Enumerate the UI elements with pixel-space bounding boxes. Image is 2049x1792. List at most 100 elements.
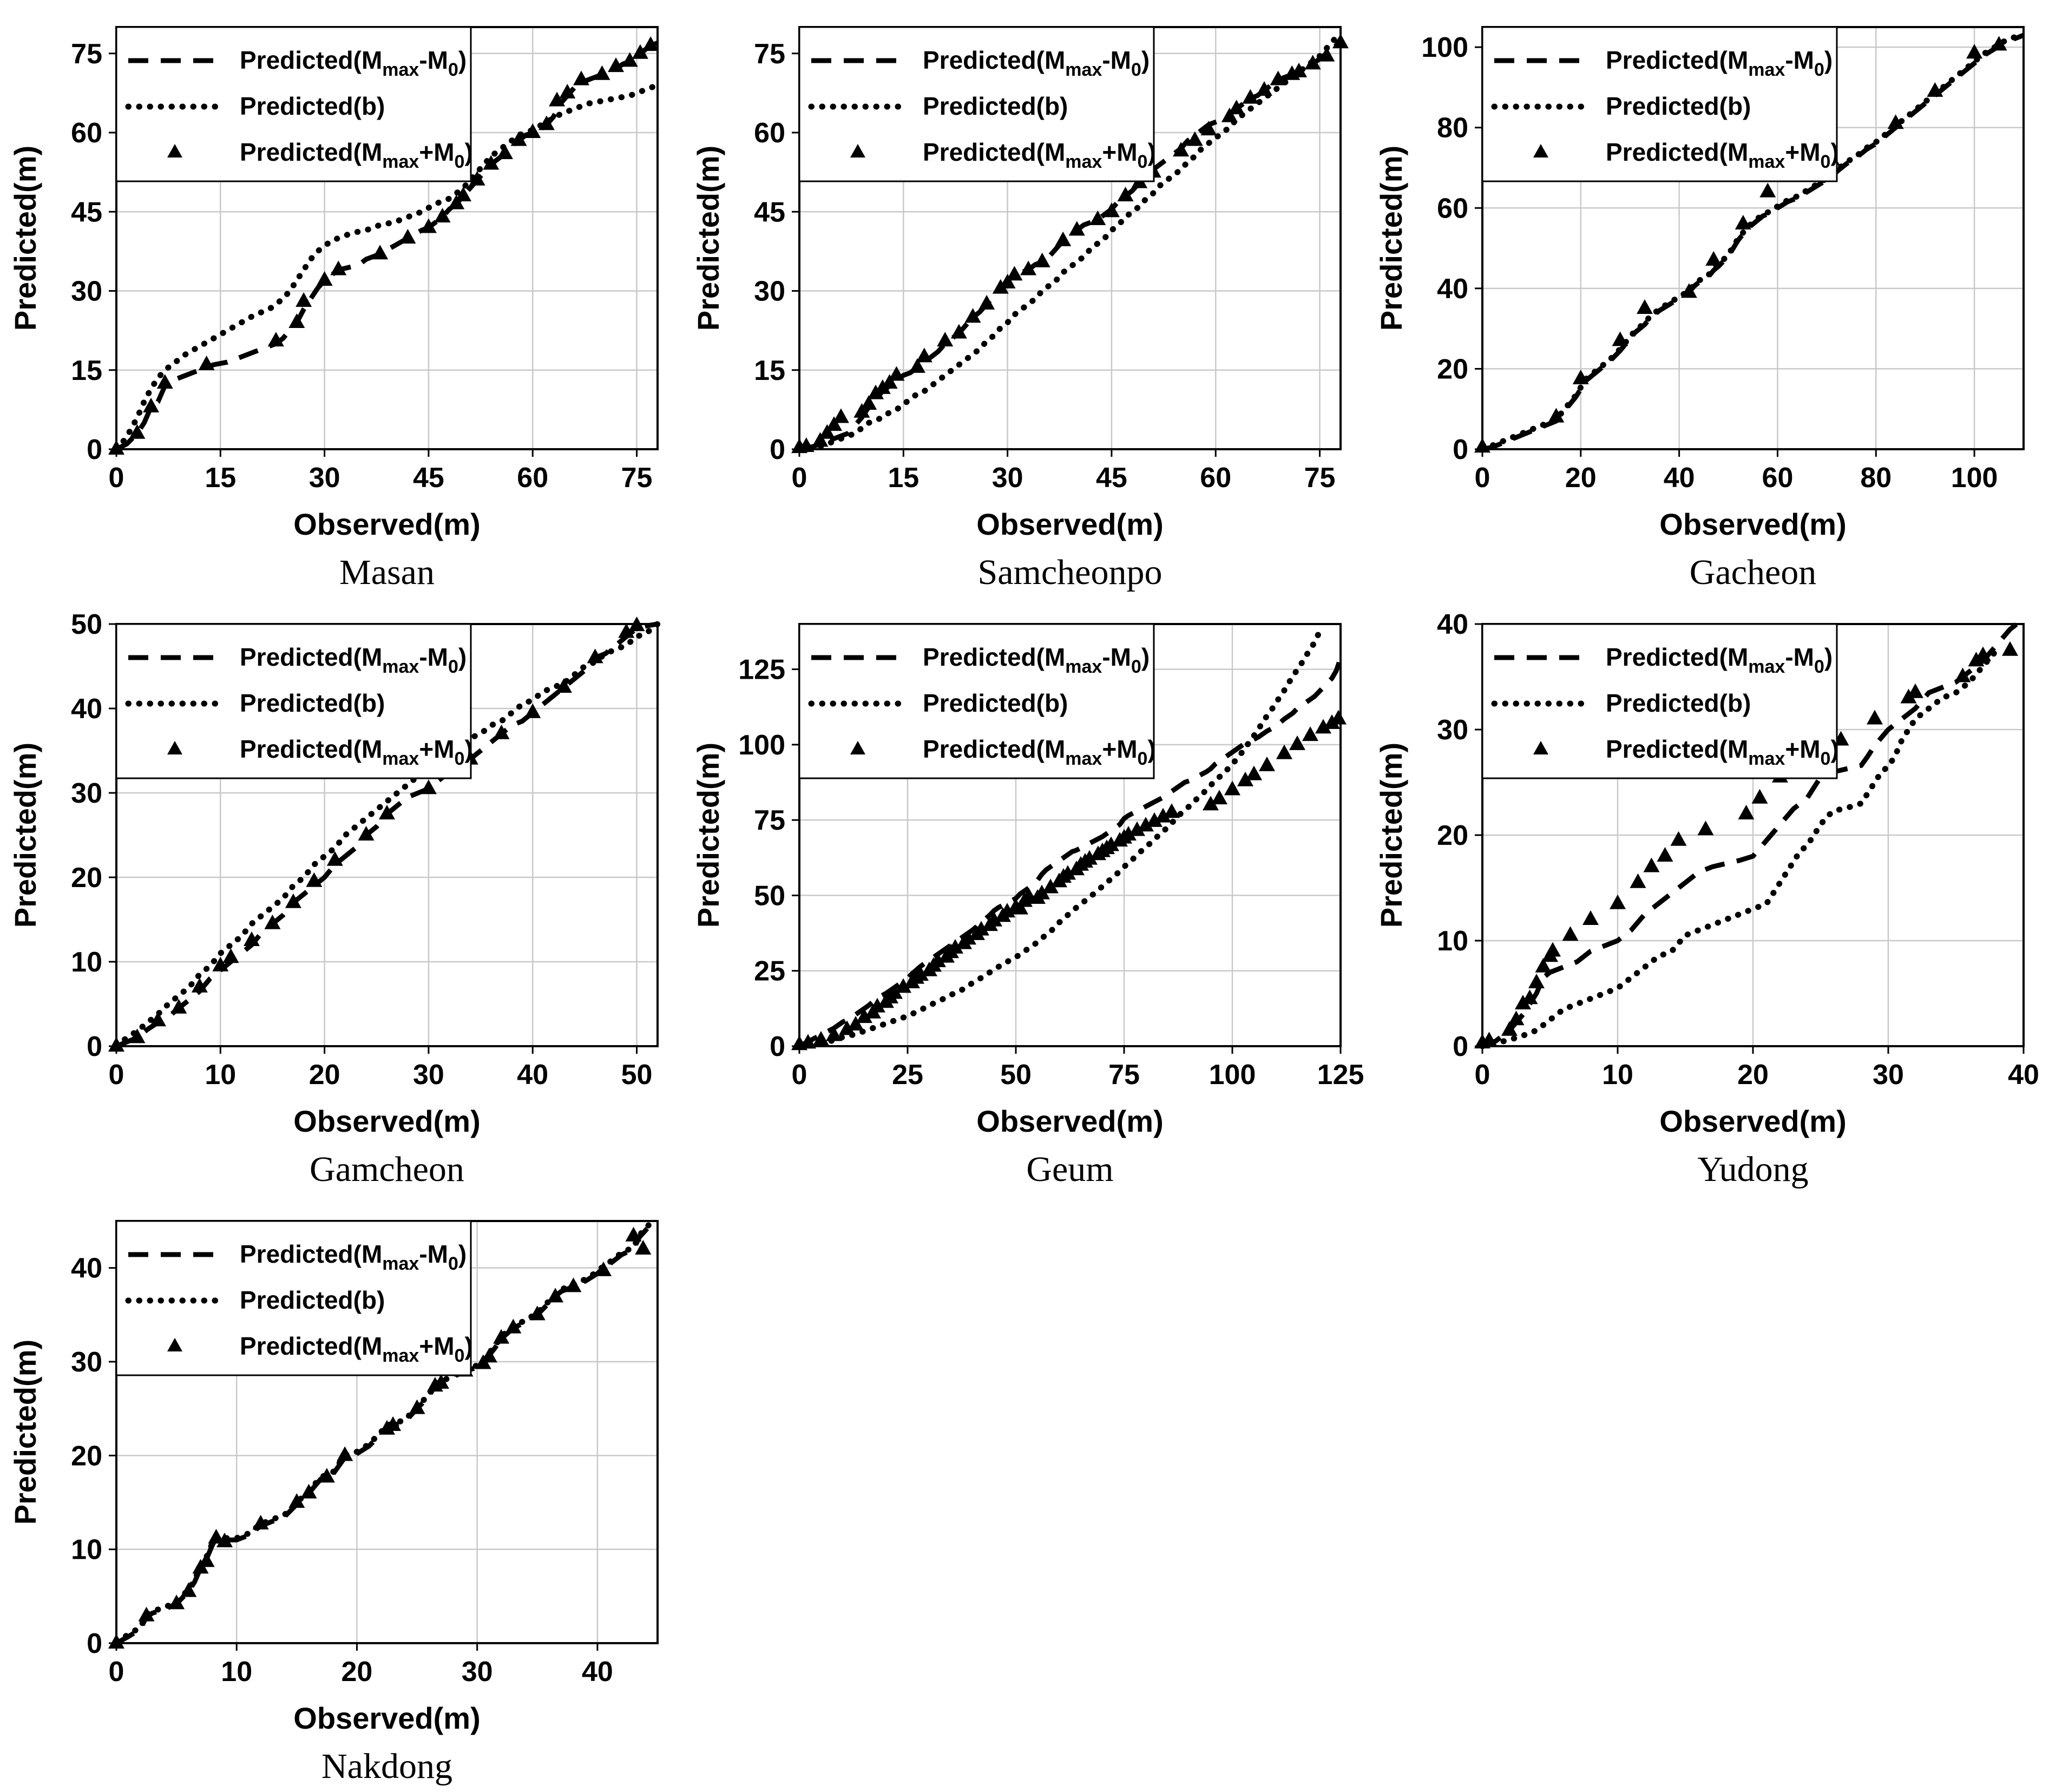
- triangle-marker-icon: [264, 914, 281, 929]
- y-tick-label: 80: [1437, 113, 1468, 144]
- triangle-marker-icon: [385, 1416, 402, 1431]
- triangle-marker-icon: [288, 313, 305, 328]
- triangle-marker-icon: [1330, 710, 1347, 725]
- x-axis-label: Observed(m): [1659, 507, 1846, 541]
- triangle-marker-icon: [573, 70, 589, 86]
- triangle-marker-icon: [1276, 744, 1292, 759]
- triangle-marker-icon: [529, 1305, 546, 1321]
- triangle-marker-icon: [483, 155, 500, 170]
- legend: Predicted(Mmax-M0) Predicted(b) Predicted(…: [115, 26, 473, 182]
- triangle-marker-icon: [222, 948, 239, 963]
- y-tick-label: 75: [754, 38, 785, 70]
- legend-entry-label: Predicted(b): [923, 689, 1068, 717]
- legend: Predicted(Mmax-M0) Predicted(b) Predicted(…: [798, 623, 1156, 779]
- triangle-marker-icon: [129, 424, 146, 439]
- y-tick-label: 60: [754, 117, 785, 149]
- y-axis-label: Predicted(m): [1374, 743, 1408, 928]
- x-tick-label: 60: [517, 462, 548, 494]
- triangle-marker-icon: [267, 332, 284, 347]
- triangle-marker-icon: [198, 1552, 215, 1567]
- tick-labels: 0 10 20 30 40 0 10 20 30 40: [1437, 609, 2039, 1091]
- triangle-marker-icon: [1610, 894, 1626, 909]
- triangle-marker-icon: [1548, 408, 1565, 423]
- x-tick-label: 10: [221, 1656, 252, 1688]
- triangle-marker-icon: [819, 424, 836, 439]
- triangle-marker-icon: [1474, 438, 1490, 453]
- triangle-marker-icon: [288, 1493, 305, 1508]
- y-axis-label: Predicted(m): [1374, 146, 1408, 331]
- x-axis-label: Observed(m): [976, 1104, 1163, 1138]
- x-axis-label: Observed(m): [293, 507, 480, 541]
- series-dashed-line: [798, 655, 1343, 1048]
- legend-entry-label: Predicted(b): [240, 1286, 385, 1314]
- legend-entry-label: Predicted(Mmax+M0): [1606, 138, 1839, 172]
- legend-entry-label: Predicted(b): [240, 689, 385, 717]
- triangle-marker-icon: [505, 1318, 522, 1334]
- chart-samcheonpo: 0 15 30 45 60 75 0 15 30 45 60 75 Observed(m) Predict…: [683, 0, 1366, 597]
- triangle-marker-icon: [208, 1528, 225, 1544]
- x-tick-label: 0: [792, 1059, 807, 1091]
- series-triangle-markers: [108, 1226, 652, 1649]
- y-tick-label: 10: [71, 947, 102, 978]
- triangle-marker-icon: [950, 324, 967, 339]
- triangle-marker-icon: [565, 1277, 582, 1292]
- x-tick-label: 45: [1096, 462, 1127, 494]
- x-tick-label: 40: [2008, 1059, 2039, 1091]
- triangle-marker-icon: [496, 145, 513, 159]
- y-tick-label: 100: [738, 730, 785, 761]
- y-tick-label: 20: [1437, 353, 1468, 385]
- tick-labels: 0 20 40 60 80 100 0 20 40 60 80 100: [1421, 32, 1998, 494]
- yudong-plot-svg: 0 10 20 30 40 0 10 20 30 40 Observed(m) Predicted(m…: [1374, 609, 2039, 1138]
- triangle-marker-icon: [1259, 756, 1275, 771]
- triangle-marker-icon: [1164, 803, 1180, 818]
- triangle-marker-icon: [306, 872, 323, 887]
- triangle-marker-icon: [168, 1594, 185, 1610]
- x-tick-label: 25: [892, 1059, 923, 1091]
- triangle-marker-icon: [1042, 878, 1059, 894]
- x-tick-label: 20: [1737, 1059, 1769, 1091]
- y-tick-label: 0: [1453, 1031, 1468, 1062]
- triangle-marker-icon: [1034, 884, 1050, 900]
- series-dotted-line: [796, 622, 1324, 1049]
- triangle-marker-icon: [848, 1016, 864, 1030]
- legend-entry-label: Predicted(Mmax-M0): [1606, 46, 1833, 80]
- x-tick-label: 100: [1951, 462, 1998, 494]
- legend-entry-label: Predicted(Mmax+M0): [240, 735, 473, 769]
- triangle-marker-icon: [2002, 641, 2018, 656]
- triangle-marker-icon: [1535, 957, 1552, 973]
- legend-entry-label: Predicted(Mmax+M0): [923, 735, 1156, 769]
- triangle-marker-icon: [1582, 910, 1599, 925]
- y-tick-label: 40: [71, 1253, 102, 1284]
- axis-ticks: [1475, 46, 1975, 457]
- triangle-marker-icon: [216, 1532, 233, 1547]
- x-axis-label: Observed(m): [293, 1701, 480, 1735]
- x-tick-label: 40: [582, 1656, 613, 1688]
- triangle-marker-icon: [170, 999, 187, 1014]
- x-tick-label: 10: [205, 1059, 236, 1091]
- triangle-marker-icon: [379, 805, 395, 819]
- series-dotted-line: [796, 29, 1344, 452]
- triangle-marker-icon: [358, 826, 375, 841]
- triangle-marker-icon: [1572, 370, 1589, 384]
- triangle-marker-icon: [300, 1484, 317, 1499]
- triangle-marker-icon: [469, 170, 485, 186]
- triangle-marker-icon: [813, 1030, 829, 1046]
- triangle-marker-icon: [973, 921, 989, 936]
- triangle-marker-icon: [1060, 865, 1076, 880]
- legend: Predicted(Mmax-M0) Predicted(b) Predicted(…: [1481, 26, 1839, 182]
- triangle-marker-icon: [1120, 826, 1137, 841]
- tick-labels: 0 10 20 30 40 50 0 10 20 30 40 50: [71, 609, 652, 1091]
- triangle-marker-icon: [420, 218, 437, 233]
- legend-entry-label: Predicted(b): [1606, 92, 1751, 120]
- chart-title-gamcheon: Gamcheon: [310, 1150, 464, 1189]
- triangle-marker-icon: [295, 292, 312, 307]
- legend-triangle-sample-icon: [167, 741, 182, 754]
- triangle-marker-icon: [559, 83, 576, 99]
- triangle-marker-icon: [856, 1008, 872, 1023]
- triangle-marker-icon: [1224, 780, 1240, 796]
- x-tick-label: 20: [342, 1656, 373, 1688]
- y-tick-label: 60: [1437, 193, 1468, 224]
- triangle-marker-icon: [1887, 114, 1904, 129]
- x-tick-label: 30: [309, 462, 340, 494]
- triangle-marker-icon: [1867, 710, 1883, 725]
